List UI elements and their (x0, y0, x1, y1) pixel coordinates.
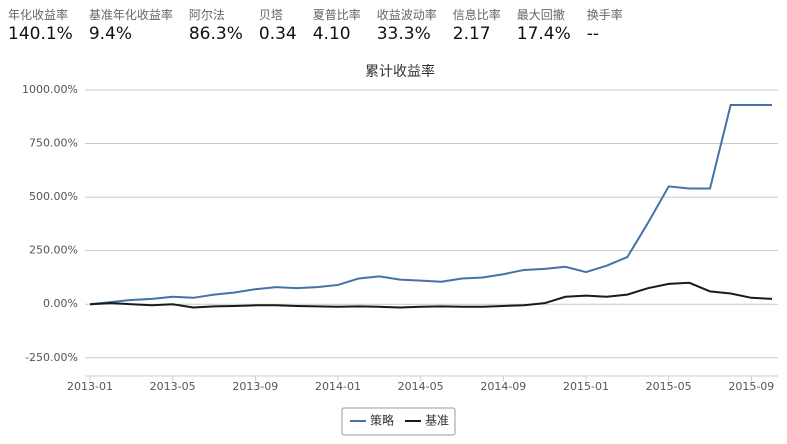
metric-value: 86.3% (188, 24, 243, 44)
metric: 最大回撤 17.4% (517, 6, 571, 44)
legend-label[interactable]: 策略 (370, 413, 394, 428)
x-tick-label: 2013-05 (150, 380, 196, 393)
metric-label: 最大回撤 (516, 8, 565, 22)
metric-value: -- (586, 24, 600, 44)
metric: 夏普比率 4.10 (313, 6, 361, 44)
series-line (89, 103, 772, 306)
x-tick-label: 2014-05 (398, 380, 444, 393)
metric-label: 贝塔 (258, 8, 283, 22)
x-tick-label: 2015-01 (563, 380, 609, 393)
y-tick-label: 250.00% (29, 244, 78, 257)
metric-value: 33.3% (376, 24, 431, 44)
y-tick-label: 750.00% (29, 137, 78, 150)
metric-label: 年化收益率 (8, 8, 69, 22)
y-tick-label: 500.00% (29, 190, 78, 203)
metric: 信息比率 2.17 (453, 6, 501, 44)
legend-label[interactable]: 基准 (425, 414, 449, 428)
metric-value: 9.4% (88, 24, 133, 44)
metric-value: 2.17 (452, 24, 491, 44)
x-tick-label: 2013-01 (67, 380, 113, 393)
series-line (89, 281, 773, 309)
metric-label: 信息比率 (452, 8, 501, 22)
y-tick-label: 0.00% (43, 297, 78, 310)
metric: 换手率 -- (587, 6, 623, 44)
metric: 年化收益率 140.1% (8, 6, 73, 44)
metric-label: 阿尔法 (188, 8, 225, 22)
y-tick-label: 1000.00% (22, 83, 78, 96)
metric-label: 换手率 (586, 8, 623, 22)
x-tick-label: 2014-09 (480, 380, 526, 393)
metric-value: 17.4% (516, 24, 571, 44)
metric: 收益波动率 33.3% (377, 6, 437, 44)
metric: 阿尔法 86.3% (189, 6, 243, 44)
x-tick-label: 2013-09 (232, 380, 278, 393)
metric: 贝塔 0.34 (259, 6, 297, 44)
x-tick-label: 2015-05 (646, 380, 692, 393)
x-tick-label: 2015-09 (728, 380, 774, 393)
metric-value: 0.34 (258, 24, 297, 44)
chart-title: 累计收益率 (365, 63, 435, 80)
metric-value: 140.1% (8, 24, 73, 44)
metric-label: 夏普比率 (312, 8, 361, 22)
x-tick-label: 2014-01 (315, 380, 361, 393)
legend-box (341, 407, 456, 436)
metric-label: 收益波动率 (376, 8, 437, 22)
metric-label: 基准年化收益率 (88, 8, 173, 22)
metrics-bar: 年化收益率 140.1% 基准年化收益率 9.4% 阿尔法 86.3% 贝塔 0.34 夏普比率… (8, 6, 639, 44)
metric-value: 4.10 (312, 24, 351, 44)
y-tick-label: -250.00% (25, 351, 78, 364)
metric: 基准年化收益率 9.4% (89, 6, 173, 44)
